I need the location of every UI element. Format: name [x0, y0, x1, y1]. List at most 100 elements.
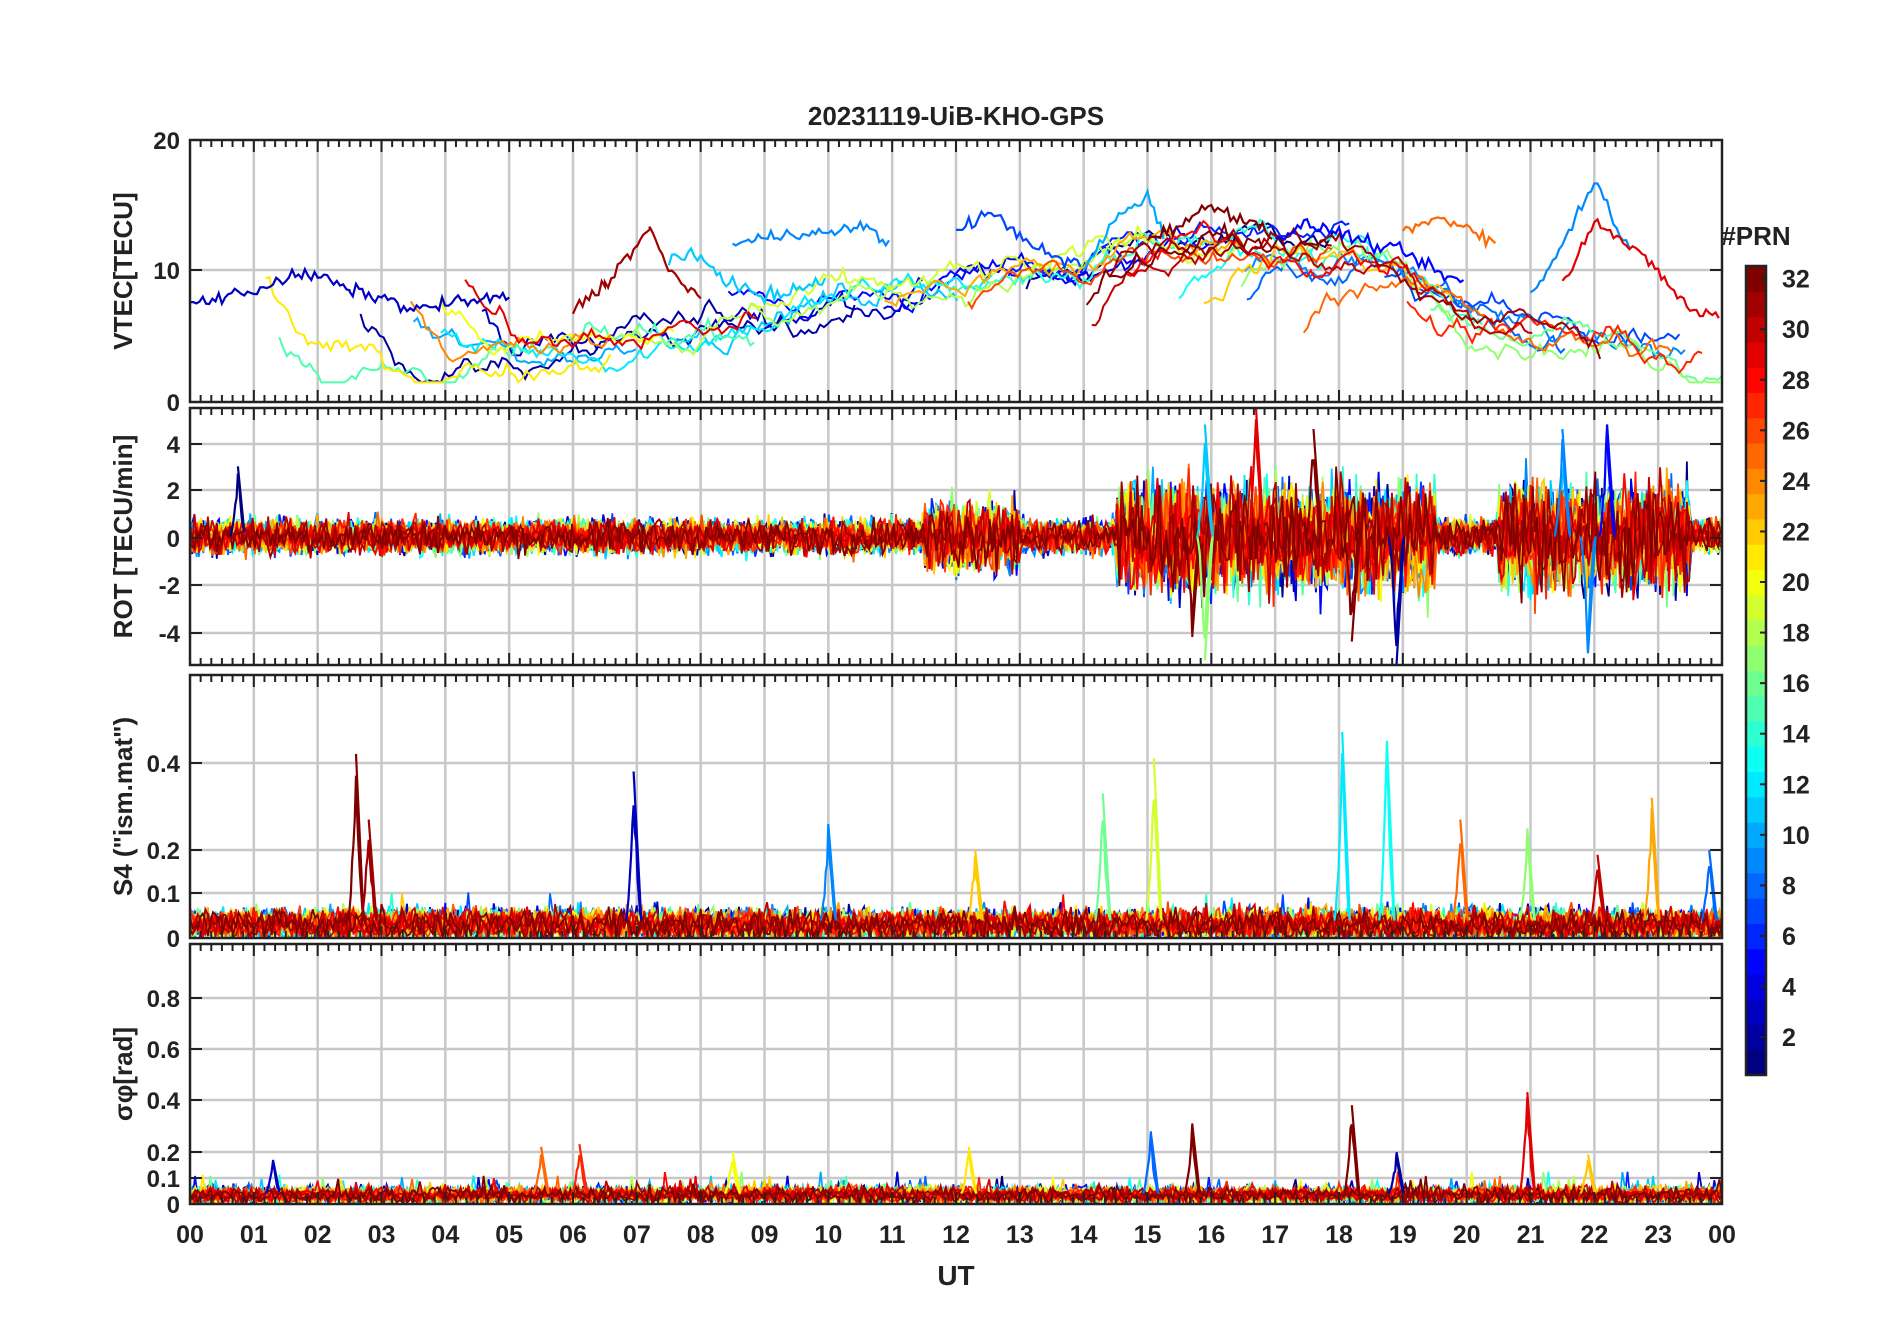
rot-spike-prn-2	[1387, 536, 1406, 665]
colorbar-tick-label: 2	[1782, 1024, 1796, 1052]
s4-spike-prn-3	[624, 771, 643, 921]
colorbar-swatch	[1746, 1049, 1766, 1076]
x-axis-label: UT	[937, 1260, 974, 1291]
vtec-trace	[1240, 236, 1721, 384]
vtec-trace	[1108, 226, 1602, 360]
colorbar-swatch	[1746, 341, 1766, 368]
s4-spike-prn-25	[1451, 819, 1469, 921]
rot-y-tick-label: -4	[159, 621, 181, 648]
x-tick-label: 19	[1389, 1221, 1417, 1249]
vtec-trace	[412, 316, 637, 368]
s4-y-tick-label: 0.1	[147, 881, 180, 908]
sigma_phi-x-ticks	[189, 944, 1723, 1204]
vtec-trace	[1430, 303, 1722, 384]
colorbar-tick-label: 12	[1782, 771, 1810, 799]
x-tick-label: 18	[1325, 1221, 1353, 1249]
colorbar-swatch	[1746, 518, 1766, 545]
x-tick-label: 12	[942, 1221, 970, 1249]
x-tick-label: 16	[1197, 1221, 1225, 1249]
s4-spike-prn-9	[819, 823, 838, 921]
sigma_phi-y-tick-label: 0	[167, 1192, 180, 1219]
sigma_phi-spike-prn-29	[1518, 1092, 1537, 1194]
colorbar-swatch	[1746, 1024, 1766, 1051]
colorbar-swatch	[1746, 645, 1766, 672]
sigma_phi-spike-prn-27	[570, 1144, 589, 1195]
colorbar-swatch	[1746, 695, 1766, 722]
sigma_phi-y-tick-label: 0.1	[147, 1166, 180, 1193]
x-tick-label: 04	[431, 1221, 459, 1249]
rot-spike-prn-9	[1579, 536, 1597, 654]
colorbar-swatch	[1746, 291, 1766, 318]
colorbar-tick-label: 18	[1782, 620, 1810, 648]
panel-s4: 0 0.1 0.2 0.4 S4 ("ism.mat")	[108, 673, 1724, 953]
vtec-series-prn-7	[955, 209, 1082, 271]
rot-spike-prn-29	[1247, 408, 1265, 537]
colorbar-swatch	[1746, 796, 1766, 823]
s4-spike-prn-13	[1378, 740, 1396, 921]
rot-series	[190, 408, 1722, 665]
colorbar-swatch	[1746, 594, 1766, 621]
colorbar-tick-label: 14	[1782, 721, 1810, 749]
x-tick-label: 17	[1261, 1221, 1289, 1249]
s4-x-ticks	[189, 675, 1723, 938]
vtec-series-prn-9	[732, 219, 890, 248]
x-tick-label: 20	[1453, 1221, 1481, 1249]
colorbar-swatch	[1746, 442, 1766, 469]
vtec-series-prn-11	[667, 246, 827, 306]
rot-x-ticks	[189, 408, 1723, 665]
vtec-series-prn-25	[1401, 216, 1497, 250]
s4-spike-prn-17	[1518, 828, 1537, 921]
vtec-series	[190, 182, 1722, 384]
x-tick-label: 23	[1644, 1221, 1672, 1249]
panel-sigma_phi: 00.10.2 0.4 0.6 0.8 σφ[rad]	[108, 942, 1724, 1219]
vtec-y-axis-label: VTEC[TECU]	[108, 192, 138, 349]
vtec-series-prn-29	[1561, 217, 1720, 319]
rot-spike-prn-11	[1196, 424, 1214, 537]
vtec-series-prn-10	[1082, 187, 1165, 271]
s4-y-tick-label: 0	[167, 926, 180, 953]
vtec-y-tick-label: 20	[153, 128, 180, 155]
s4-spike-prn-16	[1094, 793, 1112, 921]
colorbar-swatch	[1746, 316, 1766, 343]
sigma_phi-spike-prn-20	[723, 1151, 742, 1195]
x-tick-label: 06	[559, 1221, 587, 1249]
colorbar-swatch	[1746, 872, 1766, 899]
vtec-series-prn-5	[1275, 217, 1465, 284]
x-tick-label: 13	[1006, 1221, 1034, 1249]
vtec-trace	[883, 251, 1138, 313]
sigma_phi-spike-prn-8	[1141, 1131, 1160, 1195]
sigma_phi-grid	[190, 944, 1722, 1204]
colorbar-swatch	[1746, 392, 1766, 419]
x-tick-label: 01	[240, 1221, 268, 1249]
x-tick-label: 10	[814, 1221, 842, 1249]
vtec-trace	[1203, 243, 1454, 305]
colorbar-tick-label: 24	[1782, 468, 1810, 496]
colorbar-tick-label: 26	[1782, 417, 1810, 445]
sigma_phi-spike-prn-21	[960, 1146, 978, 1195]
colorbar-tick-label: 10	[1782, 822, 1810, 850]
s4-spike-prn-31	[360, 819, 378, 921]
vtec-x-ticks	[189, 140, 1723, 402]
colorbar-swatch	[1746, 822, 1766, 849]
rot-spike-prn-9	[1553, 428, 1572, 537]
s4-spike-prn-19	[1145, 758, 1163, 921]
vtec-trace	[1091, 227, 1533, 336]
s4-y-tick-label: 0.4	[147, 751, 181, 778]
colorbar-swatch	[1746, 367, 1766, 394]
colorbar-swatch	[1746, 973, 1766, 1000]
vtec-trace	[1085, 221, 1332, 306]
vtec-y-tick-label: 0	[167, 390, 180, 417]
x-tick-label: 15	[1134, 1221, 1162, 1249]
x-tick-label: 05	[495, 1221, 523, 1249]
colorbar-swatch	[1746, 721, 1766, 747]
colorbar-swatch	[1746, 948, 1766, 975]
vtec-trace	[265, 276, 612, 384]
sigma_phi-spike-prn-2	[1387, 1151, 1406, 1195]
rot-y-tick-label: 4	[167, 432, 181, 459]
colorbar-swatch	[1746, 670, 1766, 697]
vtec-trace	[727, 224, 1212, 320]
colorbar-tick-label: 22	[1782, 518, 1810, 546]
colorbar-tick-label: 20	[1782, 569, 1810, 597]
